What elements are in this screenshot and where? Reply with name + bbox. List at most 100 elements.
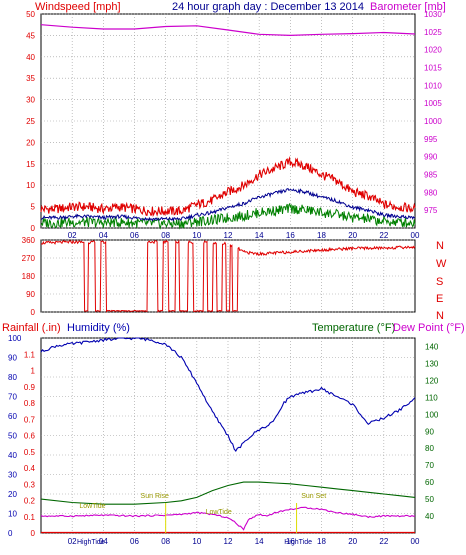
- barometer-axis-title: Barometer [mb]: [370, 1, 446, 13]
- temperature-tick-label: 80: [425, 444, 434, 453]
- rainfall-tick-label: 0.1: [24, 513, 36, 522]
- graph-title: 24 hour graph day : December 13 2014: [172, 1, 364, 13]
- humidity-tick-label: 50: [8, 432, 17, 441]
- humidity-tick-label: 80: [8, 373, 17, 382]
- direction-tick-label: 0: [31, 308, 36, 317]
- barometer-tick-label: 985: [424, 171, 438, 180]
- humidity-x-tick-label: 04: [99, 537, 108, 546]
- wind-direction-line: [40, 239, 416, 313]
- wind-x-tick-label: 02: [68, 231, 77, 240]
- event-label-hightide-1: HighTide: [77, 539, 105, 546]
- temperature-tick-label: 110: [425, 393, 438, 402]
- humidity-x-tick-label: 14: [255, 537, 264, 546]
- wind-x-tick-label: 18: [317, 231, 326, 240]
- barometer-tick-label: 990: [424, 153, 438, 162]
- humidity-tick-label: 30: [8, 471, 17, 480]
- wind-tick-label: 25: [26, 117, 35, 126]
- wind-low-line: [40, 202, 416, 230]
- wind-tick-label: 45: [26, 31, 35, 40]
- humidity-axis-title: Humidity (%): [67, 322, 130, 334]
- rainfall-tick-label: 0: [31, 529, 36, 538]
- temperature-tick-label: 50: [425, 495, 434, 504]
- humidity-x-tick-label: 18: [317, 537, 326, 546]
- direction-label-s: S: [436, 276, 443, 288]
- barometer-tick-label: 975: [424, 206, 438, 215]
- wind-tick-label: 35: [26, 74, 35, 83]
- humidity-tick-label: 40: [8, 451, 17, 460]
- humidity-tick-label: 60: [8, 412, 17, 421]
- humidity-x-tick-label: 02: [68, 537, 77, 546]
- wind-x-tick-label: 04: [99, 231, 108, 240]
- event-label-hightide-2: HighTide: [284, 539, 312, 546]
- direction-label-e: E: [436, 293, 443, 305]
- direction-tick-label: 360: [22, 236, 36, 245]
- dewpoint-line: [40, 506, 416, 531]
- rainfall-tick-label: 0.6: [24, 432, 36, 441]
- wind-x-tick-label: 12: [224, 231, 233, 240]
- direction-label-w: W: [436, 258, 447, 270]
- rainfall-tick-label: 0.5: [24, 448, 36, 457]
- humidity-x-tick-label: 12: [224, 537, 233, 546]
- rainfall-tick-label: 0.8: [24, 399, 36, 408]
- humidity-tick-label: 20: [8, 490, 17, 499]
- direction-label-n-bottom: N: [436, 310, 444, 322]
- wind-tick-label: 20: [26, 138, 35, 147]
- humidity-x-tick-label: 16: [286, 537, 295, 546]
- wind-tick-label: 15: [26, 160, 35, 169]
- humidity-tick-label: 10: [8, 510, 17, 519]
- direction-tick-label: 180: [22, 272, 36, 281]
- barometer-tick-label: 1005: [424, 99, 442, 108]
- temperature-line: [40, 481, 416, 505]
- wind-x-tick-label: 22: [379, 231, 388, 240]
- barometer-tick-label: 1025: [424, 28, 442, 37]
- rainfall-tick-label: 0.2: [24, 497, 36, 506]
- direction-label-n-top: N: [436, 240, 444, 252]
- barometer-tick-label: 1020: [424, 46, 442, 55]
- humidity-x-tick-label: 00: [411, 537, 420, 546]
- humidity-x-tick-label: 10: [192, 537, 201, 546]
- wind-tick-label: 5: [31, 203, 36, 212]
- wind-gust-line: [40, 156, 416, 217]
- temperature-tick-label: 140: [425, 342, 439, 351]
- barometer-line: [40, 24, 416, 37]
- humidity-line: [40, 337, 416, 452]
- humidity-tick-label: 70: [8, 393, 17, 402]
- rainfall-tick-label: 1: [31, 367, 36, 376]
- temperature-tick-label: 90: [425, 427, 434, 436]
- wind-average-line: [40, 187, 416, 222]
- event-label-sunset: Sun Set: [301, 493, 326, 500]
- wind-x-tick-label: 16: [286, 231, 295, 240]
- wind-axis-title: Windspeed [mph]: [35, 1, 121, 13]
- wind-x-tick-label: 08: [161, 231, 170, 240]
- rainfall-tick-label: 0.9: [24, 383, 36, 392]
- humidity-tick-label: 100: [8, 334, 22, 343]
- direction-tick-label: 90: [26, 290, 35, 299]
- rainfall-tick-label: 0.4: [24, 464, 36, 473]
- wind-x-tick-label: 20: [348, 231, 357, 240]
- wind-tick-label: 10: [26, 181, 35, 190]
- wind-x-tick-label: 10: [192, 231, 201, 240]
- barometer-tick-label: 1015: [424, 64, 442, 73]
- wind-tick-label: 30: [26, 96, 35, 105]
- barometer-tick-label: 1010: [424, 81, 442, 90]
- rainfall-tick-label: 0.7: [24, 415, 36, 424]
- barometer-tick-label: 1000: [424, 117, 442, 126]
- wind-x-tick-label: 14: [255, 231, 264, 240]
- humidity-x-tick-label: 06: [130, 537, 139, 546]
- dewpoint-axis-title: Dew Point (°F): [393, 322, 465, 334]
- wind-tick-label: 50: [26, 10, 35, 19]
- rainfall-axis-title: Rainfall (.in): [2, 322, 61, 334]
- humidity-x-tick-label: 20: [348, 537, 357, 546]
- humidity-x-tick-label: 08: [161, 537, 170, 546]
- temperature-tick-label: 70: [425, 461, 434, 470]
- event-label-sunrise: Sun Rise: [141, 493, 170, 500]
- rainfall-tick-label: 0.3: [24, 480, 36, 489]
- barometer-tick-label: 995: [424, 135, 438, 144]
- event-label-lowtide-1: LowTide: [79, 503, 105, 510]
- barometer-tick-label: 980: [424, 188, 438, 197]
- temperature-tick-label: 60: [425, 478, 434, 487]
- event-label-lowtide-2: LowTide: [206, 509, 232, 516]
- humidity-x-tick-label: 22: [379, 537, 388, 546]
